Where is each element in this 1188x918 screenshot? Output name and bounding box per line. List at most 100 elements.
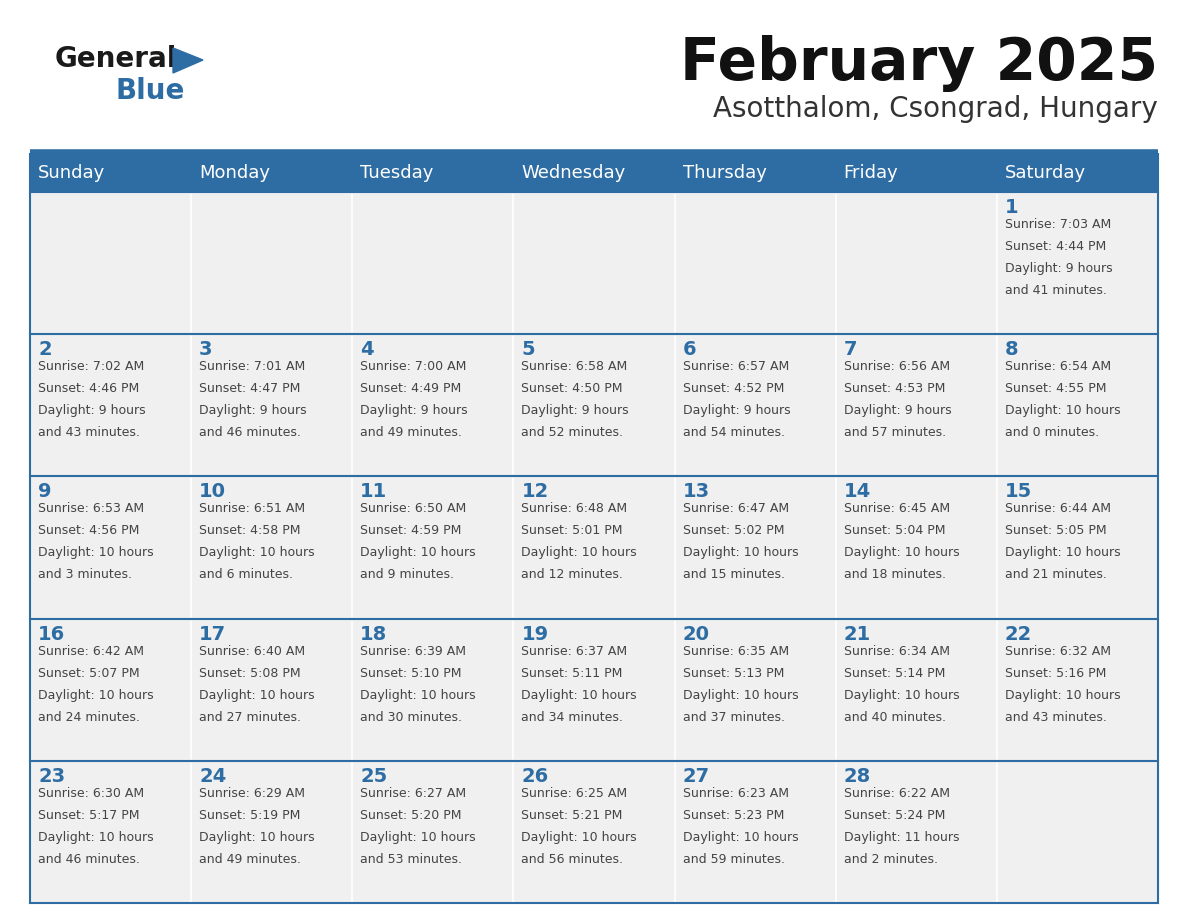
Text: Sunrise: 6:37 AM: Sunrise: 6:37 AM	[522, 644, 627, 657]
Text: Sunrise: 6:51 AM: Sunrise: 6:51 AM	[200, 502, 305, 515]
Text: and 24 minutes.: and 24 minutes.	[38, 711, 140, 723]
Text: 3: 3	[200, 341, 213, 359]
Text: and 59 minutes.: and 59 minutes.	[683, 853, 784, 866]
Text: Sunset: 5:08 PM: Sunset: 5:08 PM	[200, 666, 301, 679]
Text: Sunset: 4:44 PM: Sunset: 4:44 PM	[1005, 240, 1106, 253]
Text: and 57 minutes.: and 57 minutes.	[843, 426, 946, 439]
Text: Daylight: 10 hours: Daylight: 10 hours	[1005, 404, 1120, 417]
Text: and 41 minutes.: and 41 minutes.	[1005, 284, 1107, 297]
Bar	[30, 619, 191, 761]
Text: Daylight: 10 hours: Daylight: 10 hours	[683, 546, 798, 559]
Text: 1: 1	[1005, 198, 1018, 217]
Text: and 43 minutes.: and 43 minutes.	[1005, 711, 1107, 723]
Bar	[30, 154, 191, 192]
Bar	[675, 761, 835, 903]
Bar	[30, 334, 191, 476]
Text: 25: 25	[360, 767, 387, 786]
Text: Sunset: 4:47 PM: Sunset: 4:47 PM	[200, 382, 301, 396]
Text: Sunset: 5:04 PM: Sunset: 5:04 PM	[843, 524, 946, 537]
Text: Sunrise: 6:53 AM: Sunrise: 6:53 AM	[38, 502, 144, 515]
Text: Sunset: 4:49 PM: Sunset: 4:49 PM	[360, 382, 461, 396]
Bar	[30, 192, 191, 334]
Text: Sunset: 5:19 PM: Sunset: 5:19 PM	[200, 809, 301, 822]
Text: Friday: Friday	[843, 164, 898, 182]
Bar	[30, 761, 191, 903]
Text: and 27 minutes.: and 27 minutes.	[200, 711, 301, 723]
Bar	[835, 761, 997, 903]
Text: and 49 minutes.: and 49 minutes.	[360, 426, 462, 439]
Text: Sunrise: 6:58 AM: Sunrise: 6:58 AM	[522, 360, 627, 374]
Bar	[191, 154, 353, 192]
Text: Daylight: 10 hours: Daylight: 10 hours	[200, 688, 315, 701]
Text: and 46 minutes.: and 46 minutes.	[38, 853, 140, 866]
Text: 6: 6	[683, 341, 696, 359]
Text: Sunrise: 6:48 AM: Sunrise: 6:48 AM	[522, 502, 627, 515]
Bar	[835, 476, 997, 619]
Text: Daylight: 9 hours: Daylight: 9 hours	[38, 404, 146, 417]
Text: Sunset: 5:20 PM: Sunset: 5:20 PM	[360, 809, 462, 822]
Text: and 18 minutes.: and 18 minutes.	[843, 568, 946, 581]
Text: Daylight: 10 hours: Daylight: 10 hours	[683, 688, 798, 701]
Text: and 34 minutes.: and 34 minutes.	[522, 711, 624, 723]
Text: 16: 16	[38, 624, 65, 644]
Bar	[675, 154, 835, 192]
Text: Sunrise: 6:45 AM: Sunrise: 6:45 AM	[843, 502, 950, 515]
Text: and 40 minutes.: and 40 minutes.	[843, 711, 946, 723]
Text: Thursday: Thursday	[683, 164, 766, 182]
Text: 28: 28	[843, 767, 871, 786]
Text: 11: 11	[360, 482, 387, 501]
Text: Tuesday: Tuesday	[360, 164, 434, 182]
Bar	[191, 192, 353, 334]
Text: Daylight: 10 hours: Daylight: 10 hours	[1005, 546, 1120, 559]
Text: Sunset: 4:59 PM: Sunset: 4:59 PM	[360, 524, 462, 537]
Text: Sunrise: 7:02 AM: Sunrise: 7:02 AM	[38, 360, 144, 374]
Text: Sunrise: 7:03 AM: Sunrise: 7:03 AM	[1005, 218, 1111, 231]
Text: Sunrise: 7:00 AM: Sunrise: 7:00 AM	[360, 360, 467, 374]
Text: Daylight: 10 hours: Daylight: 10 hours	[683, 831, 798, 844]
Text: and 30 minutes.: and 30 minutes.	[360, 711, 462, 723]
Text: Sunset: 5:13 PM: Sunset: 5:13 PM	[683, 666, 784, 679]
Bar	[835, 334, 997, 476]
Text: 10: 10	[200, 482, 226, 501]
Text: 21: 21	[843, 624, 871, 644]
Text: 26: 26	[522, 767, 549, 786]
Text: Sunset: 5:16 PM: Sunset: 5:16 PM	[1005, 666, 1106, 679]
Text: Wednesday: Wednesday	[522, 164, 626, 182]
Bar	[191, 619, 353, 761]
Text: Sunrise: 6:30 AM: Sunrise: 6:30 AM	[38, 787, 144, 800]
Text: Sunrise: 6:40 AM: Sunrise: 6:40 AM	[200, 644, 305, 657]
Text: Daylight: 10 hours: Daylight: 10 hours	[360, 688, 476, 701]
Text: Daylight: 10 hours: Daylight: 10 hours	[200, 831, 315, 844]
Text: 4: 4	[360, 341, 374, 359]
Text: Asotthalom, Csongrad, Hungary: Asotthalom, Csongrad, Hungary	[713, 95, 1158, 123]
Text: Sunset: 4:53 PM: Sunset: 4:53 PM	[843, 382, 946, 396]
Text: Daylight: 9 hours: Daylight: 9 hours	[360, 404, 468, 417]
Text: Daylight: 9 hours: Daylight: 9 hours	[843, 404, 952, 417]
Text: Sunset: 5:01 PM: Sunset: 5:01 PM	[522, 524, 623, 537]
Text: Daylight: 10 hours: Daylight: 10 hours	[360, 831, 476, 844]
Text: Sunrise: 6:23 AM: Sunrise: 6:23 AM	[683, 787, 789, 800]
Text: Daylight: 9 hours: Daylight: 9 hours	[683, 404, 790, 417]
Bar	[191, 476, 353, 619]
Text: 5: 5	[522, 341, 535, 359]
Text: Daylight: 10 hours: Daylight: 10 hours	[843, 688, 960, 701]
Text: and 0 minutes.: and 0 minutes.	[1005, 426, 1099, 439]
Text: 13: 13	[683, 482, 709, 501]
Text: and 43 minutes.: and 43 minutes.	[38, 426, 140, 439]
Bar	[191, 334, 353, 476]
Text: Sunrise: 6:39 AM: Sunrise: 6:39 AM	[360, 644, 466, 657]
Text: and 53 minutes.: and 53 minutes.	[360, 853, 462, 866]
Text: Daylight: 10 hours: Daylight: 10 hours	[360, 546, 476, 559]
Bar	[675, 476, 835, 619]
Bar	[835, 192, 997, 334]
Bar	[675, 192, 835, 334]
Text: 22: 22	[1005, 624, 1032, 644]
Text: and 15 minutes.: and 15 minutes.	[683, 568, 784, 581]
Text: and 9 minutes.: and 9 minutes.	[360, 568, 454, 581]
Bar	[353, 619, 513, 761]
Text: Sunset: 5:24 PM: Sunset: 5:24 PM	[843, 809, 946, 822]
Text: Sunset: 4:50 PM: Sunset: 4:50 PM	[522, 382, 623, 396]
Bar	[997, 334, 1158, 476]
Text: Sunset: 5:02 PM: Sunset: 5:02 PM	[683, 524, 784, 537]
Polygon shape	[173, 48, 203, 73]
